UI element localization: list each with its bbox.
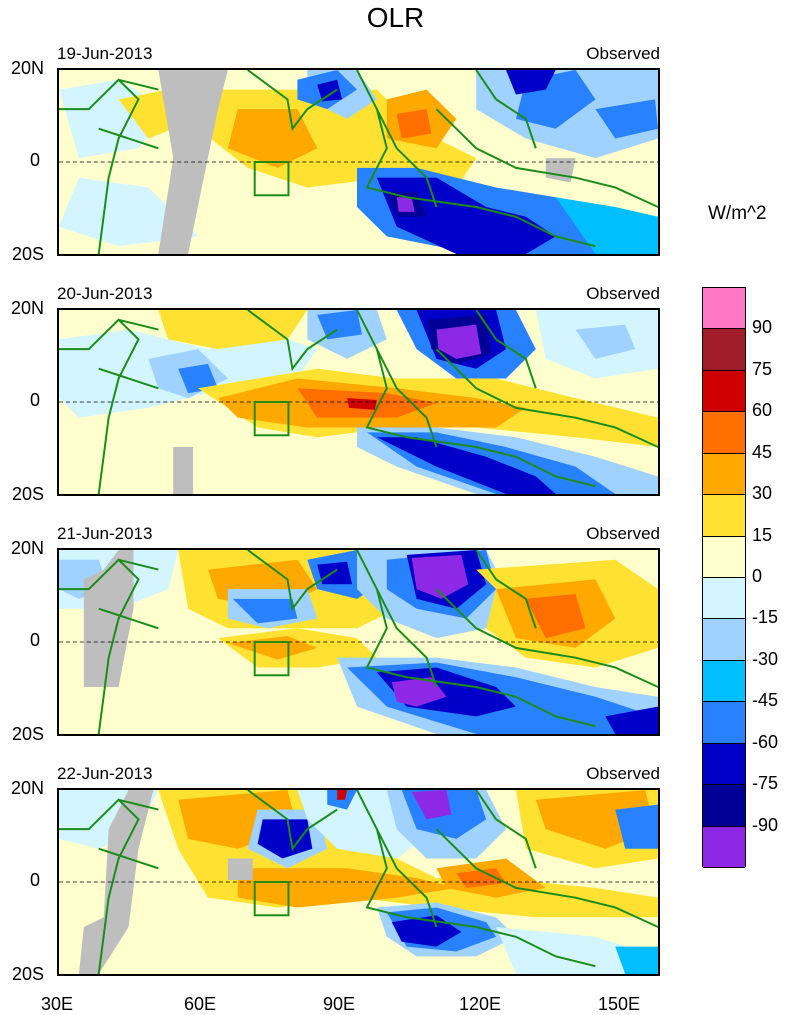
map-panel-3: 21-Jun-2013 Observed	[57, 524, 660, 736]
colorbar-swatch	[703, 288, 745, 330]
panel-date-1: 19-Jun-2013	[57, 44, 153, 63]
colorbar-tick-label: 15	[752, 524, 773, 545]
colorbar-swatch	[703, 370, 745, 413]
colorbar-swatch	[703, 412, 745, 454]
colorbar-swatch	[703, 826, 745, 868]
olr-map-3	[57, 548, 660, 736]
panel-date-3: 21-Jun-2013	[57, 524, 153, 543]
ylabel-20s-3: 20S	[11, 724, 44, 744]
colorbar-tick-label: 0	[752, 566, 763, 586]
map-panel-2: 20-Jun-2013 Observed	[57, 284, 660, 496]
ylabel-20n-1: 20N	[10, 58, 44, 78]
ylabel-20n-4: 20N	[10, 778, 44, 798]
colorbar-swatch	[703, 453, 745, 496]
panel-date-2: 20-Jun-2013	[57, 284, 153, 303]
ylabel-20s-2: 20S	[11, 484, 44, 504]
panel-label-1: Observed	[586, 44, 660, 63]
olr-map-2	[57, 308, 660, 496]
colorbar-tick-label: 60	[752, 400, 773, 421]
ylabel-eq-4: 0	[29, 870, 40, 890]
colorbar-tick-label: -45	[752, 690, 779, 711]
panel-label-4: Observed	[586, 764, 660, 783]
colorbar-swatch	[703, 660, 745, 703]
colorbar-tick-label: -60	[752, 731, 779, 752]
colorbar-swatch	[703, 578, 745, 620]
colorbar-tick-label: -90	[752, 814, 779, 835]
xlabel-30e: 30E	[40, 994, 74, 1014]
olr-map-1	[57, 68, 660, 256]
map-panel-4: 22-Jun-2013 Observed	[57, 764, 660, 976]
colorbar-swatch	[703, 329, 745, 371]
colorbar-tick-label: 90	[752, 317, 773, 338]
xlabel-90e: 90E	[322, 994, 356, 1014]
figure-title: OLR	[366, 2, 425, 33]
ylabel-eq-3: 0	[29, 630, 40, 650]
colorbar-tick-label: 30	[752, 483, 773, 504]
ylabel-20s-1: 20S	[11, 244, 44, 264]
colorbar-swatch	[703, 702, 745, 744]
colorbar-tick-label: -30	[752, 648, 779, 669]
colorbar	[702, 287, 746, 868]
colorbar-swatch	[703, 785, 745, 827]
xlabel-60e: 60E	[183, 994, 217, 1014]
ylabel-20n-2: 20N	[10, 298, 44, 318]
panel-label-3: Observed	[586, 524, 660, 543]
colorbar-tick-label: 75	[752, 358, 773, 379]
colorbar-swatch	[703, 743, 745, 786]
units-label: W/m^2	[708, 203, 767, 224]
colorbar-tick-label: -15	[752, 607, 779, 628]
panel-label-2: Observed	[586, 284, 660, 303]
ylabel-eq-1: 0	[29, 150, 40, 170]
map-panel-1: 19-Jun-2013 Observed	[57, 44, 660, 256]
colorbar-swatch	[703, 619, 745, 661]
colorbar-swatch	[703, 495, 745, 537]
ylabel-eq-2: 0	[29, 390, 40, 410]
olr-map-4	[57, 788, 660, 976]
colorbar-tick-label: -75	[752, 773, 779, 794]
colorbar-tick-label: 45	[752, 441, 773, 462]
xlabel-150e: 150E	[597, 994, 641, 1014]
ylabel-20s-4: 20S	[11, 964, 44, 984]
panel-date-4: 22-Jun-2013	[57, 764, 153, 783]
colorbar-swatch	[703, 536, 745, 578]
ylabel-20n-3: 20N	[10, 538, 44, 558]
xlabel-120e: 120E	[458, 994, 502, 1014]
